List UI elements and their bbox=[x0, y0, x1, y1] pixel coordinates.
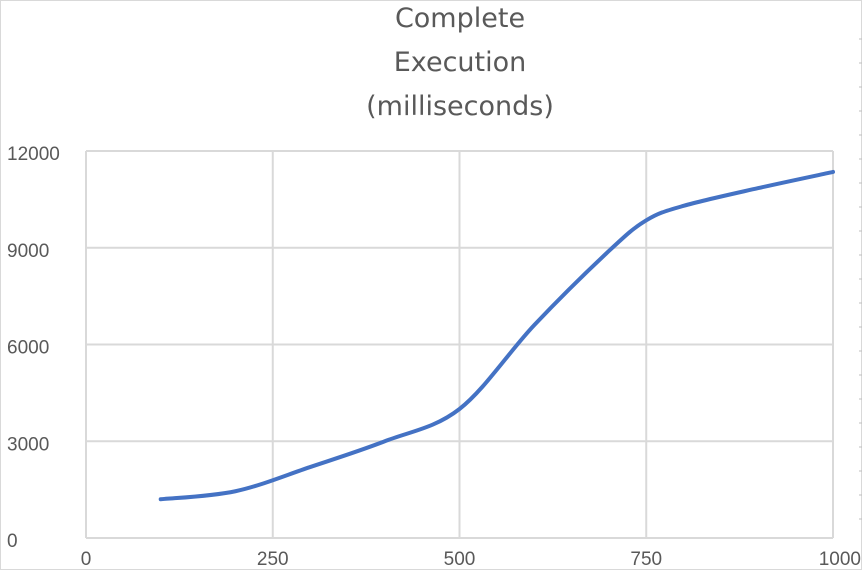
y-tick-label: 6000 bbox=[7, 338, 49, 359]
y-tick-label: 0 bbox=[7, 531, 18, 552]
x-tick-label: 500 bbox=[444, 549, 476, 570]
y-tick-label: 12000 bbox=[7, 144, 60, 165]
x-tick-label: 1000 bbox=[819, 549, 861, 570]
x-tick-label: 750 bbox=[630, 549, 662, 570]
series-line bbox=[158, 169, 835, 502]
chart-title-line-3: (milliseconds) bbox=[366, 91, 554, 122]
chart-title-line-2: Execution bbox=[393, 47, 527, 78]
x-tick-label: 250 bbox=[257, 549, 289, 570]
x-tick-label: 0 bbox=[81, 549, 92, 570]
y-tick-label: 3000 bbox=[7, 434, 49, 455]
y-tick-label: 9000 bbox=[7, 241, 49, 262]
chart-title-line-1: Complete bbox=[394, 3, 526, 34]
